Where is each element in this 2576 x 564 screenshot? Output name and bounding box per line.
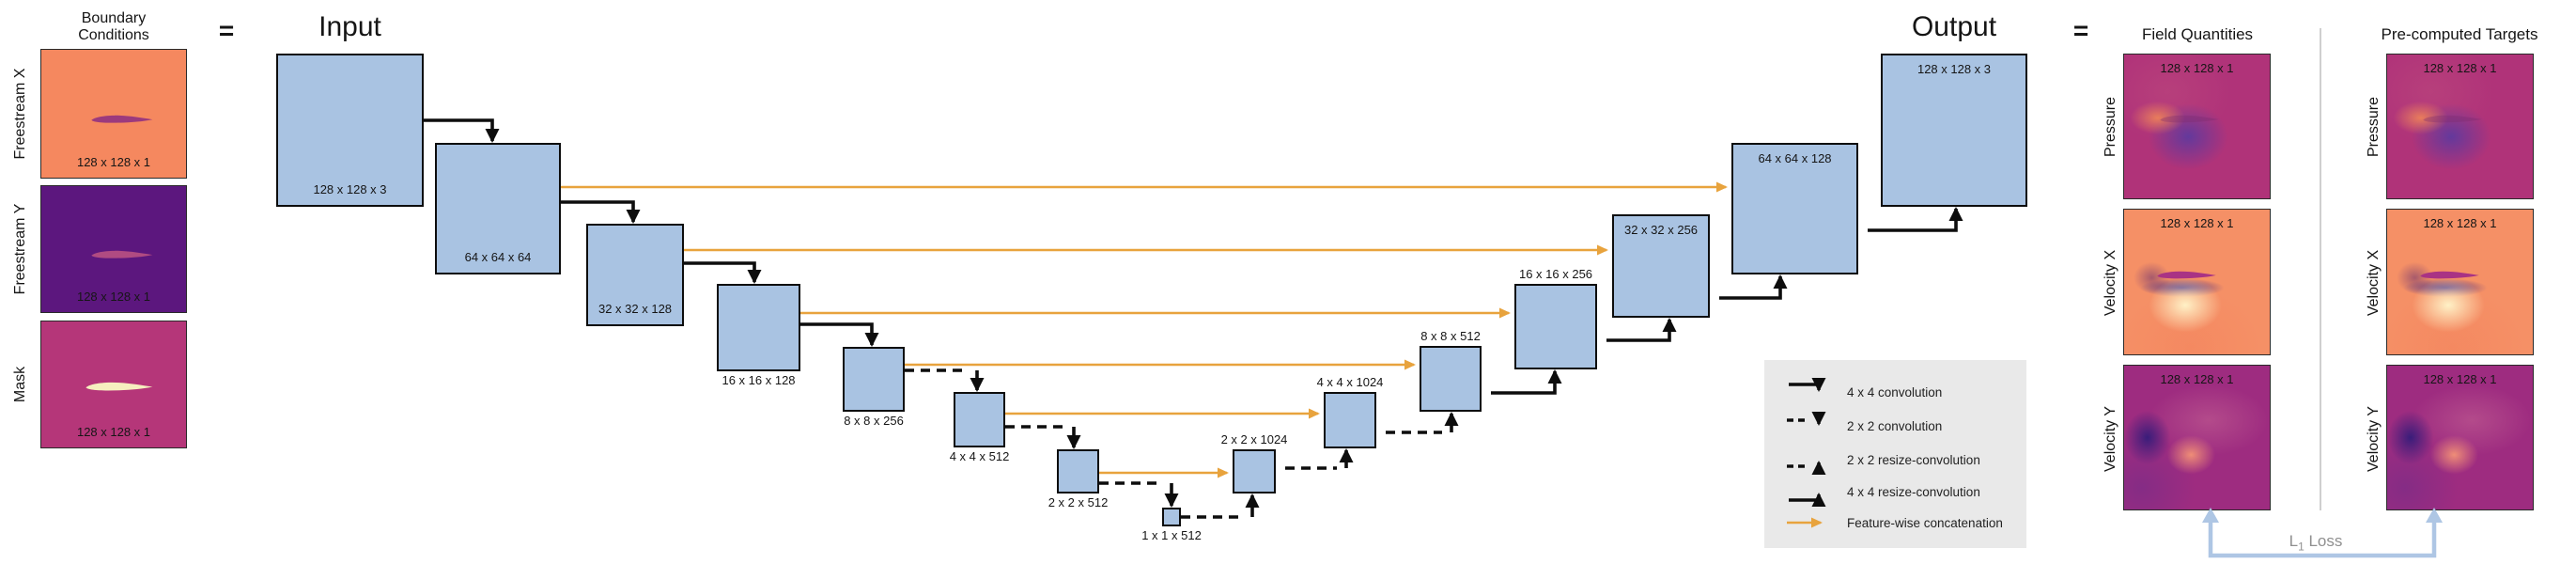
velocity-y-field-image: 128 x 128 x 1 <box>2123 365 2271 510</box>
decoder-box-4: 4 x 4 x 1024 <box>1317 375 1383 450</box>
legend-item-conv4: 4 x 4 convolution <box>1783 378 1943 403</box>
legend-item-concat: Feature-wise concatenation <box>1783 511 2003 534</box>
resize-conv-4x4-icon <box>1789 493 1826 507</box>
legend-item-resize4: 4 x 4 resize-convolution <box>1783 480 1980 507</box>
encoder-box-2: 2 x 2 x 512 <box>1048 449 1108 509</box>
legend-label: 4 x 4 resize-convolution <box>1847 484 1980 499</box>
node-label: 4 x 4 x 512 <box>949 449 1010 463</box>
legend-label: 4 x 4 convolution <box>1847 384 1943 400</box>
loss-sub: 1 <box>2298 540 2304 554</box>
decoder-box-64: 64 x 64 x 128 <box>1731 141 1865 276</box>
node-label: 2 x 2 x 512 <box>1047 495 1109 509</box>
precomputed-targets-title: Pre-computed Targets <box>2381 25 2538 43</box>
image-dims: 128 x 128 x 1 <box>2160 372 2234 386</box>
decoder-box-2: 2 x 2 x 1024 <box>1221 432 1287 495</box>
freestream-x-image: 128 x 128 x 1 <box>40 49 187 179</box>
node-label: 32 x 32 x 256 <box>1623 223 1699 237</box>
output-box: 128 x 128 x 3 <box>1881 54 2027 207</box>
velocity-x-field-image: 128 x 128 x 1 <box>2123 209 2271 355</box>
velocity-x-target-row-label: Velocity X <box>2366 249 2382 317</box>
mask-label: Mask <box>12 366 28 403</box>
column-divider <box>2320 28 2321 510</box>
legend-label: Feature-wise concatenation <box>1847 515 2003 530</box>
resize-conv-2x2-arrows <box>1181 412 1459 519</box>
loss-rest: Loss <box>2304 532 2343 550</box>
image-dims: 128 x 128 x 1 <box>2423 216 2497 230</box>
node-label: 64 x 64 x 128 <box>1758 151 1832 165</box>
field-quantities-title: Field Quantities <box>2141 25 2254 43</box>
conv-2x2-arrows <box>905 368 1179 508</box>
boundary-conditions-title: Boundary Conditions <box>78 10 149 44</box>
node-label: 8 x 8 x 512 <box>1420 329 1481 343</box>
velocity-y-row-label: Velocity Y <box>2103 406 2118 472</box>
pressure-field-image: 128 x 128 x 1 <box>2123 54 2271 199</box>
l1-loss-label: L1 Loss <box>2250 532 2382 553</box>
node-label: 4 x 4 x 1024 <box>1316 375 1384 389</box>
airfoil-shape <box>85 383 153 391</box>
encoder-box-64: 64 x 64 x 64 <box>435 143 561 274</box>
input-title: Input <box>318 11 381 42</box>
equals-sign-right: = <box>2072 16 2089 45</box>
encoder-box-16: 16 x 16 x 128 <box>717 284 800 387</box>
decoder-box-16: 16 x 16 x 256 <box>1514 267 1604 371</box>
legend-box: 4 x 4 convolution 2 x 2 convolution 2 x … <box>1764 360 2026 548</box>
freestream-x-label: Freestream X <box>12 68 28 160</box>
legend-label: 2 x 2 convolution <box>1847 418 1943 433</box>
velocity-y-target-row-label: Velocity Y <box>2366 406 2382 472</box>
node-label: 2 x 2 x 1024 <box>1220 432 1288 446</box>
node-label: 16 x 16 x 128 <box>722 373 796 387</box>
image-dims: 128 x 128 x 1 <box>76 155 151 169</box>
node-label: 128 x 128 x 3 <box>1916 62 1992 76</box>
freestream-y-image: 128 x 128 x 1 <box>40 185 187 313</box>
airfoil-shape <box>2160 116 2219 123</box>
velocity-x-target-image: 128 x 128 x 1 <box>2386 209 2534 355</box>
loss-base: L <box>2289 532 2299 550</box>
conv-4x4-icon <box>1789 378 1826 392</box>
output-title: Output <box>1911 11 1997 42</box>
pressure-target-row-label: Pressure <box>2366 96 2382 158</box>
velocity-x-row-label: Velocity X <box>2103 249 2118 317</box>
mask-image: 128 x 128 x 1 <box>40 321 187 448</box>
legend-item-conv2: 2 x 2 convolution <box>1783 412 1943 437</box>
equals-sign-left: = <box>218 16 235 45</box>
image-dims: 128 x 128 x 1 <box>2160 216 2234 230</box>
concatenation-icon <box>1787 517 1823 528</box>
encoder-box-8: 8 x 8 x 256 <box>843 347 905 428</box>
airfoil-shape <box>2157 271 2216 279</box>
decoder-box-32: 32 x 32 x 256 <box>1612 212 1716 320</box>
legend-item-resize2: 2 x 2 resize-convolution <box>1783 448 1980 475</box>
decoder-box-8: 8 x 8 x 512 <box>1420 329 1488 414</box>
node-label: 128 x 128 x 3 <box>313 182 387 196</box>
image-dims: 128 x 128 x 1 <box>2160 61 2234 75</box>
airfoil-shape <box>91 251 153 259</box>
airfoil-shape <box>2423 116 2482 123</box>
node-label: 16 x 16 x 256 <box>1518 267 1593 281</box>
pressure-target-image: 128 x 128 x 1 <box>2386 54 2534 199</box>
airfoil-shape <box>91 116 153 124</box>
encoder-box-4: 4 x 4 x 512 <box>950 392 1009 463</box>
legend-label: 2 x 2 resize-convolution <box>1847 452 1980 467</box>
encoder-box-input: 128 x 128 x 3 <box>276 54 424 207</box>
bottleneck-box: 1 x 1 x 512 <box>1141 508 1202 542</box>
image-dims: 128 x 128 x 1 <box>2423 372 2497 386</box>
image-dims: 128 x 128 x 1 <box>76 425 151 439</box>
node-label: 32 x 32 x 128 <box>597 302 673 316</box>
node-label: 8 x 8 x 256 <box>844 414 904 428</box>
conv-2x2-icon <box>1787 412 1826 426</box>
node-label: 1 x 1 x 512 <box>1141 528 1202 542</box>
encoder-box-32: 32 x 32 x 128 <box>586 224 684 326</box>
airfoil-shape <box>2420 271 2479 279</box>
node-label: 64 x 64 x 64 <box>464 250 532 264</box>
image-dims: 128 x 128 x 1 <box>2423 61 2497 75</box>
freestream-y-label: Freestream Y <box>12 203 28 295</box>
velocity-y-target-image: 128 x 128 x 1 <box>2386 365 2534 510</box>
image-dims: 128 x 128 x 1 <box>76 290 151 304</box>
resize-conv-2x2-icon <box>1787 461 1826 475</box>
pressure-row-label: Pressure <box>2103 96 2118 158</box>
